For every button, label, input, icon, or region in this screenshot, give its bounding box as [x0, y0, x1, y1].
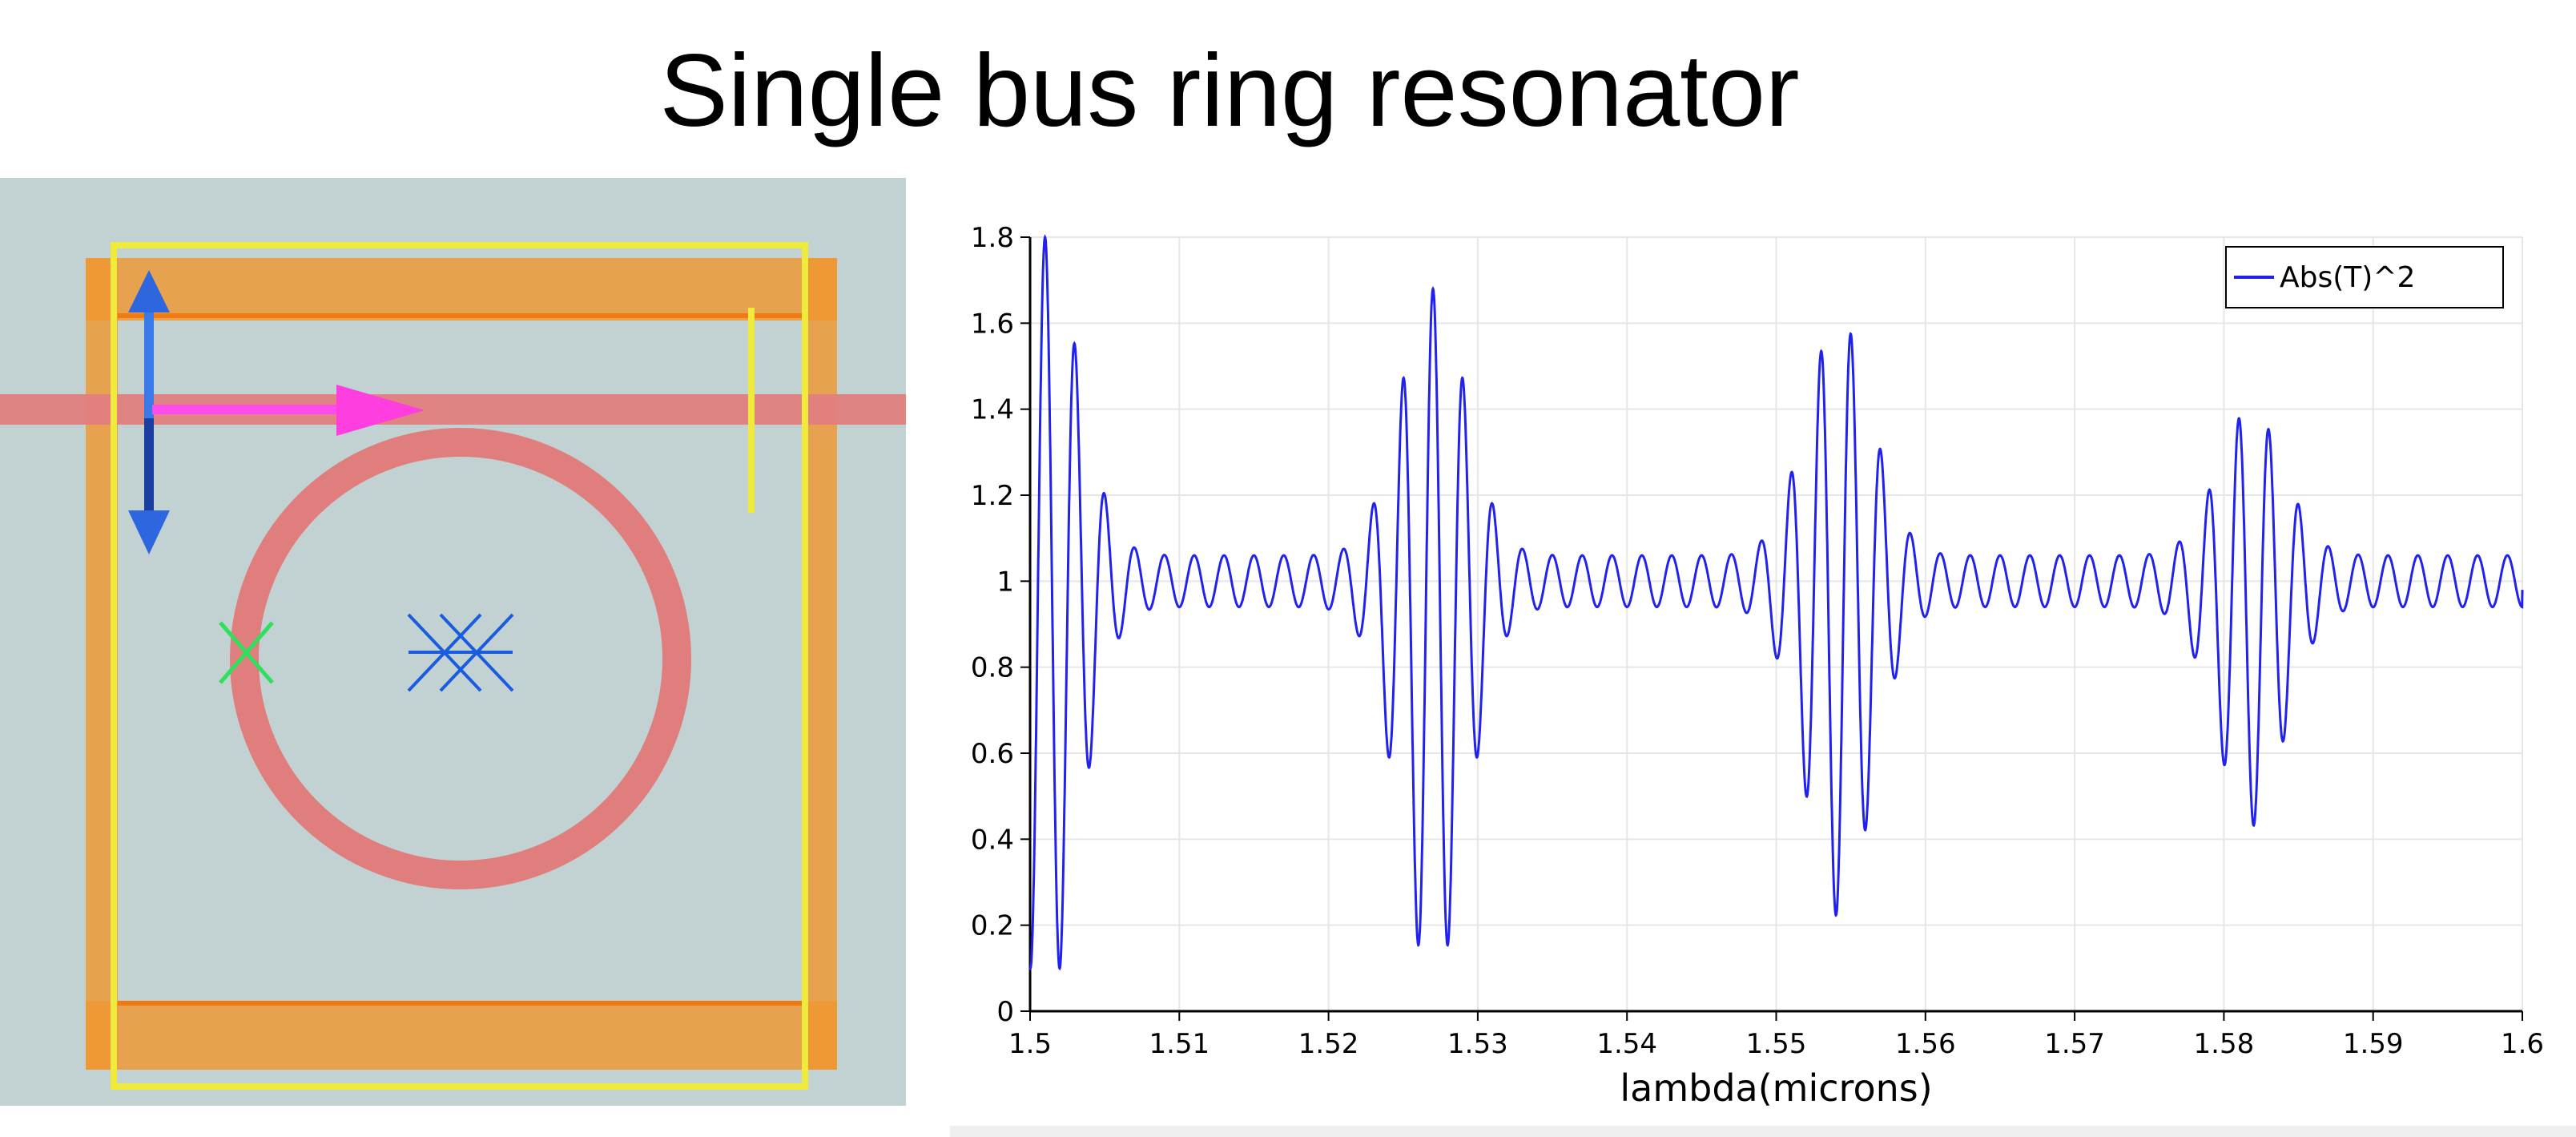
- source-arrow-icon[interactable]: [128, 270, 170, 554]
- series-line-abs-t2: [1028, 234, 2524, 971]
- layout-view[interactable]: [0, 178, 906, 1106]
- region-outline[interactable]: [111, 242, 808, 1090]
- legend[interactable]: Abs(T)^2: [2225, 246, 2504, 308]
- y-tick-label: 1: [996, 566, 1014, 598]
- ring-marker-icon: [219, 621, 274, 684]
- x-tick-label: 1.55: [1746, 1028, 1807, 1060]
- slide-title: Single bus ring resonator: [659, 34, 1800, 148]
- y-tick-label: 0: [996, 996, 1014, 1028]
- tick-label-layer: 0 0.2 0.4 0.6 0.8 1 1.2 1.4 1.6 1.8 1.5 1.51 1.52 1.5…: [971, 222, 2544, 1060]
- y-tick-label: 1.2: [971, 480, 1014, 512]
- axis-layer: [1020, 236, 2523, 1021]
- y-tick-label: 0.2: [971, 910, 1014, 942]
- x-tick-label: 1.6: [2501, 1028, 2544, 1060]
- y-tick-label: 0.6: [971, 738, 1014, 770]
- y-tick-label: 1.8: [971, 222, 1014, 254]
- frame-top-bar: [86, 258, 837, 321]
- x-tick-label: 1.54: [1596, 1028, 1657, 1060]
- x-tick-label: 1.56: [1895, 1028, 1956, 1060]
- ring-waveguide[interactable]: [230, 428, 691, 889]
- y-tick-label: 1.6: [971, 308, 1014, 340]
- x-tick-label: 1.51: [1149, 1028, 1210, 1060]
- x-tick-label: 1.57: [2044, 1028, 2105, 1060]
- chart-svg: 0 0.2 0.4 0.6 0.8 1 1.2 1.4 1.6 1.8 1.5 1.51 1.52 1.5…: [971, 222, 2544, 1110]
- bus-waveguide[interactable]: [0, 394, 906, 425]
- x-tick-label: 1.53: [1447, 1028, 1508, 1060]
- y-tick-label: 0.4: [971, 824, 1014, 856]
- legend-label: Abs(T)^2: [2280, 261, 2415, 294]
- x-axis-title: lambda(microns): [1620, 1066, 1932, 1110]
- layout-canvas: [0, 242, 906, 1090]
- x-tick-label: 1.52: [1298, 1028, 1359, 1060]
- frame-bottom-bar: [86, 1002, 837, 1070]
- frame-right-bar: [805, 258, 837, 1070]
- bottom-strip: [950, 1126, 2576, 1137]
- x-tick-label: 1.58: [2194, 1028, 2255, 1060]
- grid-layer: [1029, 236, 2523, 1012]
- y-tick-label: 1.4: [971, 394, 1014, 426]
- x-tick-label: 1.59: [2343, 1028, 2404, 1060]
- x-tick-label: 1.5: [1008, 1028, 1052, 1060]
- transmission-plot[interactable]: 0 0.2 0.4 0.6 0.8 1 1.2 1.4 1.6 1.8 1.5 1.51 1.52 1.5…: [950, 178, 2576, 1137]
- y-tick-label: 0.8: [971, 652, 1014, 684]
- monitor-cross-icon: [407, 613, 514, 692]
- port-arrow-icon[interactable]: [152, 385, 425, 436]
